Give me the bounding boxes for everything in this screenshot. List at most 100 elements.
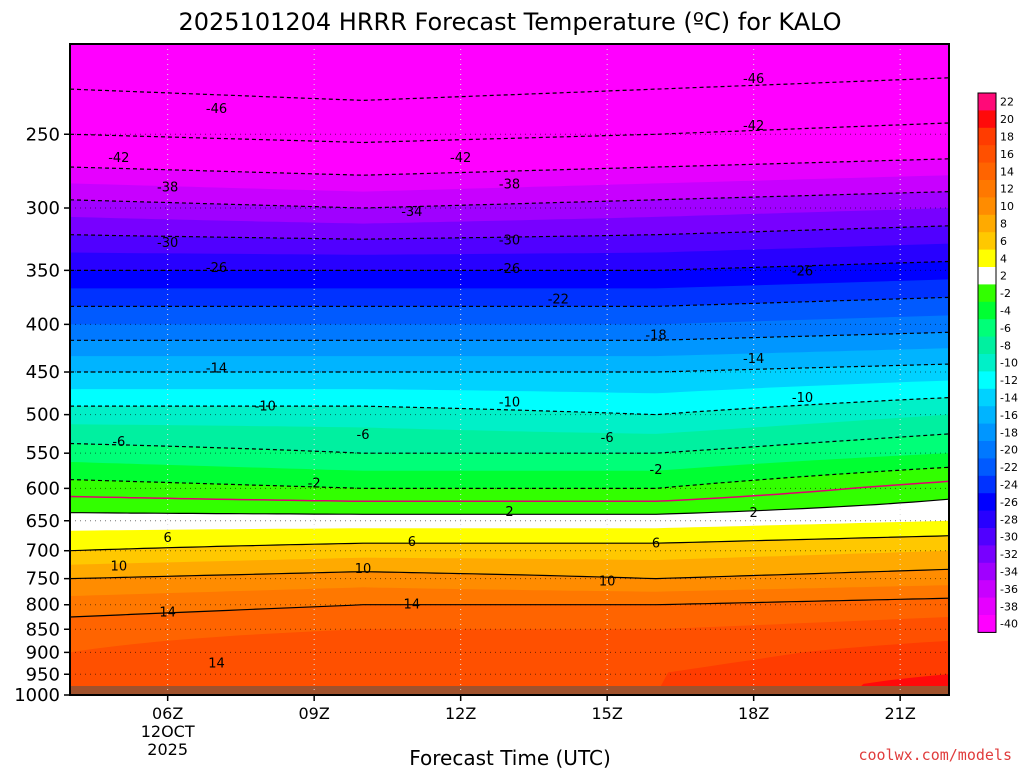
svg-text:10: 10 — [111, 560, 128, 575]
svg-text:-10: -10 — [255, 399, 276, 414]
contour-label-10: -26 — [206, 261, 227, 276]
svg-text:-42: -42 — [450, 151, 471, 166]
svg-text:-22: -22 — [548, 292, 569, 307]
colorbar-label-5: 12 — [1000, 183, 1014, 196]
temperature-bands — [70, 44, 949, 695]
credit-link[interactable]: coolwx.com/models — [858, 746, 1012, 764]
gridlines — [70, 44, 949, 695]
colorbar-swatch-27 — [978, 562, 996, 581]
svg-text:-10: -10 — [499, 395, 520, 410]
svg-text:-6: -6 — [601, 431, 614, 446]
colorbar-label-4: 14 — [1000, 165, 1014, 178]
colorbar-swatch-22 — [978, 475, 996, 494]
contour-label-28: 6 — [408, 535, 416, 550]
colorbar-label-9: 4 — [1000, 252, 1007, 265]
contour-label-12: -26 — [792, 265, 813, 280]
colorbar-label-10: 2 — [1000, 270, 1007, 283]
xtick-label-9-0: 09Z — [299, 704, 330, 723]
contour-label-5: -38 — [157, 180, 178, 195]
colorbar-label-22: -24 — [1000, 479, 1018, 492]
band-above-18 — [70, 640, 949, 695]
svg-text:2: 2 — [750, 506, 758, 521]
colorbar-swatch-25 — [978, 528, 996, 546]
contour-0 — [70, 480, 949, 503]
svg-text:-46: -46 — [206, 102, 227, 117]
colorbar-label-15: -10 — [1000, 357, 1018, 370]
colorbar-swatch-16 — [978, 371, 996, 390]
colorbar-swatch-8 — [978, 232, 996, 251]
ground-layer — [70, 686, 949, 695]
colorbar-swatch-26 — [978, 545, 996, 564]
xtick-label-12-0: 12Z — [445, 704, 476, 723]
colorbar-swatch-7 — [978, 214, 996, 233]
colorbar-label-11: -2 — [1000, 287, 1011, 300]
svg-text:-26: -26 — [499, 262, 520, 277]
contour-2 — [70, 498, 949, 515]
contour-14 — [70, 597, 949, 618]
colorbar-label-24: -28 — [1000, 513, 1018, 526]
svg-text:14: 14 — [404, 598, 421, 613]
contour-label-20: -6 — [112, 435, 125, 450]
colorbar-label-20: -20 — [1000, 444, 1018, 457]
colorbar-label-1: 20 — [1000, 113, 1014, 126]
contour-label-9: -30 — [499, 233, 520, 248]
svg-text:-26: -26 — [792, 265, 813, 280]
ytick-label-850: 850 — [26, 619, 60, 640]
contour-label-18: -10 — [499, 395, 520, 410]
contour-label-33: 14 — [159, 605, 176, 620]
colorbar-label-27: -34 — [1000, 566, 1018, 579]
x-axis-label: Forecast Time (UTC) — [409, 746, 611, 768]
svg-text:-42: -42 — [108, 151, 129, 166]
ytick-label-450: 450 — [26, 362, 60, 383]
colorbar-label-29: -38 — [1000, 600, 1018, 613]
colorbar-swatch-13 — [978, 319, 996, 338]
colorbar-swatch-3 — [978, 145, 996, 164]
contour-label-8: -30 — [157, 236, 178, 251]
ytick-label-300: 300 — [26, 198, 60, 219]
contour-label-4: -42 — [743, 119, 764, 134]
svg-text:6: 6 — [164, 531, 172, 546]
contour-label-22: -6 — [601, 431, 614, 446]
svg-text:-30: -30 — [499, 233, 520, 248]
contour-label-21: -6 — [357, 428, 370, 443]
contour-label-7: -34 — [401, 205, 422, 220]
svg-text:-14: -14 — [743, 352, 764, 367]
colorbar-swatch-28 — [978, 580, 996, 599]
colorbar-swatch-15 — [978, 354, 996, 372]
contour-label-30: 10 — [111, 560, 128, 575]
svg-text:-38: -38 — [157, 180, 178, 195]
svg-text:10: 10 — [355, 562, 372, 577]
colorbar-label-17: -14 — [1000, 392, 1018, 405]
contour-label-35: 14 — [208, 656, 225, 671]
colorbar-label-25: -30 — [1000, 531, 1018, 544]
ytick-label-600: 600 — [26, 478, 60, 499]
svg-text:-14: -14 — [206, 361, 227, 376]
contour-label-26: 2 — [750, 506, 758, 521]
svg-text:-34: -34 — [401, 205, 422, 220]
svg-text:-42: -42 — [743, 119, 764, 134]
colorbar-swatch-4 — [978, 162, 996, 181]
colorbar-swatch-2 — [978, 127, 996, 146]
ytick-label-350: 350 — [26, 260, 60, 281]
colorbar-label-30: -40 — [1000, 618, 1018, 631]
colorbar-label-14: -8 — [1000, 339, 1011, 352]
colorbar-swatch-1 — [978, 110, 996, 129]
svg-text:14: 14 — [159, 605, 176, 620]
colorbar: 22 20 18 16 14 12 10 8 6 4 2 -2 -4 -6 -8 -10 -12 -14 -16 -1… — [977, 92, 1018, 633]
colorbar-swatch-18 — [978, 406, 996, 425]
plot-frame — [69, 43, 950, 696]
xtick-label-6-1: 12OCT — [141, 722, 195, 741]
contour-label-19: -10 — [792, 391, 813, 406]
contour-label-6: -38 — [499, 177, 520, 192]
svg-text:-6: -6 — [112, 435, 125, 450]
colorbar-label-21: -22 — [1000, 461, 1018, 474]
colorbar-swatch-23 — [978, 493, 996, 512]
colorbar-label-18: -16 — [1000, 409, 1018, 422]
colorbar-label-0: 22 — [1000, 96, 1014, 109]
ytick-label-400: 400 — [26, 314, 60, 335]
chart-title: 2025101204 HRRR Forecast Temperature (ºC… — [178, 8, 841, 36]
colorbar-swatch-20 — [978, 441, 996, 459]
plot-area: -46-46-42 -42-42-38 -38-34-30 -30-26 -26 -26-… — [70, 44, 949, 695]
colorbar-swatch-5 — [978, 180, 996, 198]
